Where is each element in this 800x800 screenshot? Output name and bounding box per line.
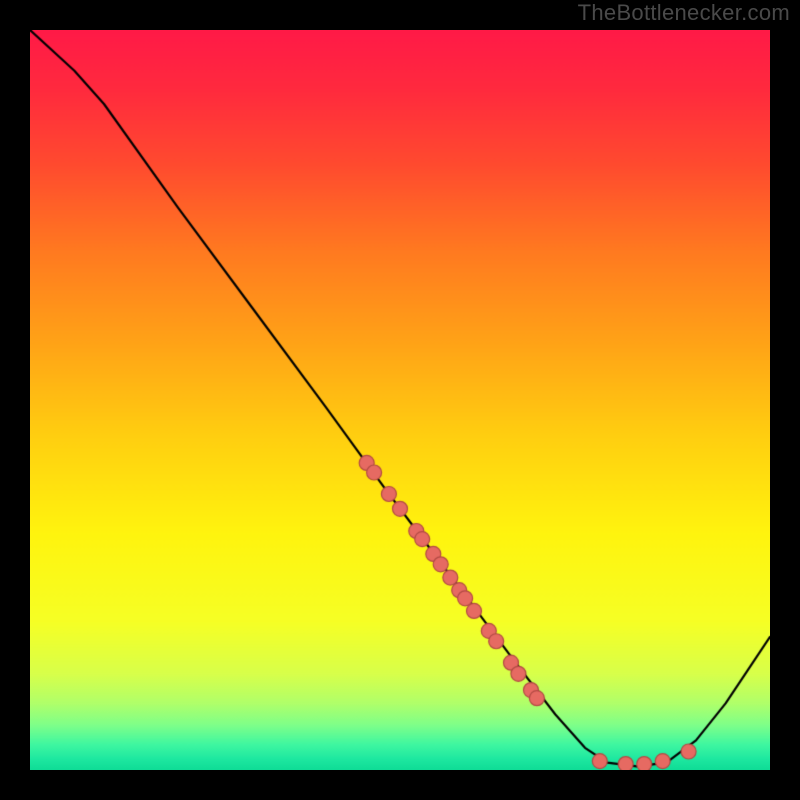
stage: TheBottlenecker.com <box>0 0 800 800</box>
plot-area <box>30 30 770 770</box>
watermark-text: TheBottlenecker.com <box>578 0 790 26</box>
data-markers <box>30 30 770 770</box>
